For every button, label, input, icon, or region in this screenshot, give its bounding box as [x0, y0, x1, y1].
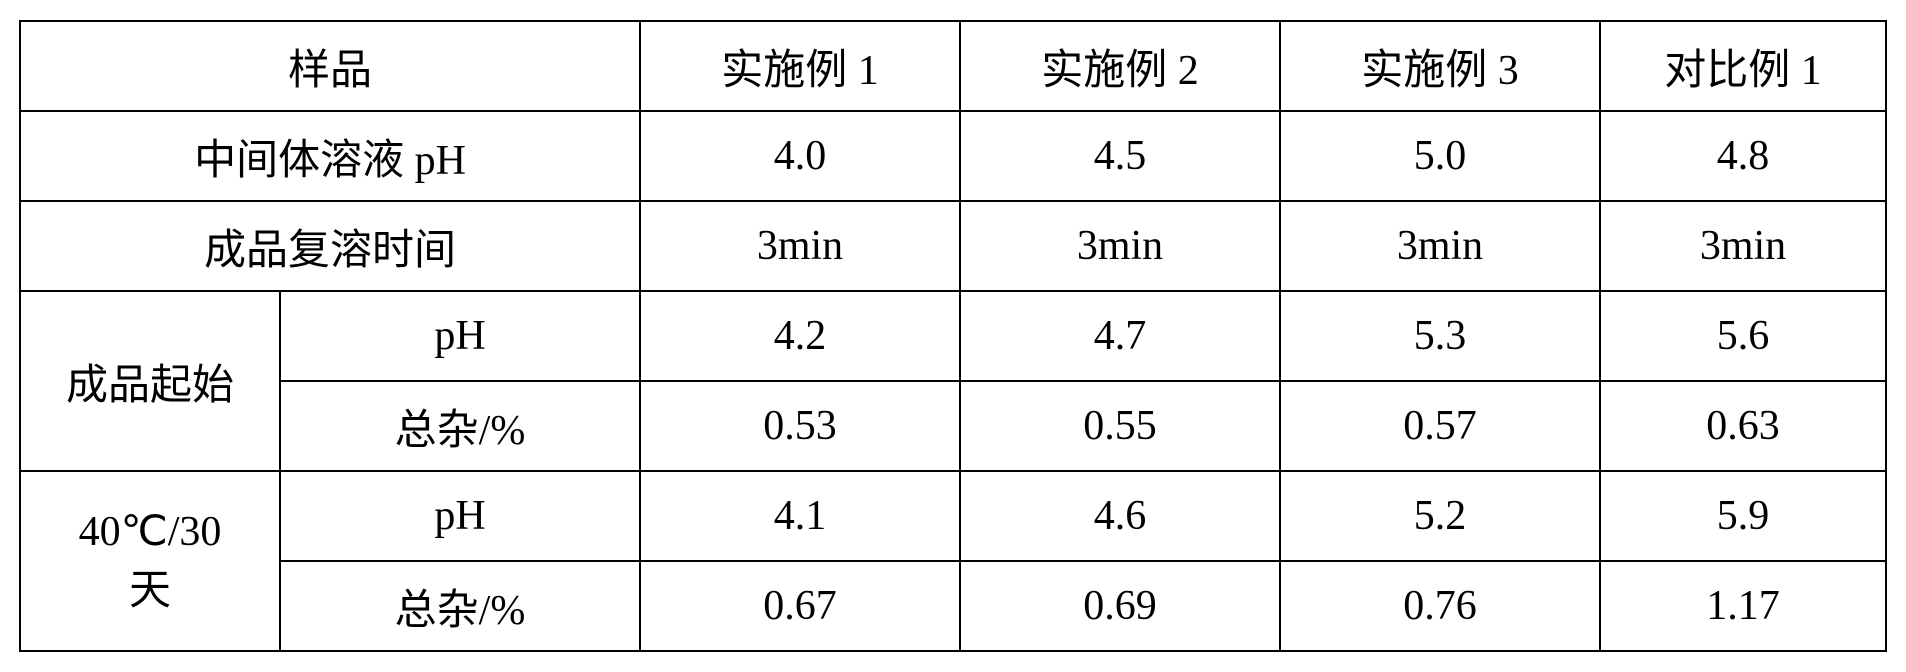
cell-value: 5.0: [1280, 111, 1600, 201]
cell-value: 0.63: [1600, 381, 1886, 471]
row-label-initial-ph: pH: [280, 291, 640, 381]
row-label-aged-impurity: 总杂/%: [280, 561, 640, 651]
row-label-redissolve-time: 成品复溶时间: [20, 201, 640, 291]
cell-value: 3min: [1600, 201, 1886, 291]
row-group-aged: 40℃/30 天: [20, 471, 280, 651]
cell-value: 4.5: [960, 111, 1280, 201]
aged-label-line1: 40℃/30: [79, 509, 222, 555]
cell-value: 5.6: [1600, 291, 1886, 381]
table-row: 成品起始 pH 4.2 4.7 5.3 5.6: [20, 291, 1886, 381]
cell-value: 4.1: [640, 471, 960, 561]
cell-value: 5.3: [1280, 291, 1600, 381]
row-group-initial: 成品起始: [20, 291, 280, 471]
table-row: 中间体溶液 pH 4.0 4.5 5.0 4.8: [20, 111, 1886, 201]
cell-value: 0.69: [960, 561, 1280, 651]
row-label-aged-ph: pH: [280, 471, 640, 561]
header-sample: 样品: [20, 21, 640, 111]
aged-label-line2: 天: [129, 568, 171, 614]
data-table: 样品 实施例 1 实施例 2 实施例 3 对比例 1 中间体溶液 pH 4.0 …: [19, 20, 1887, 652]
cell-value: 5.9: [1600, 471, 1886, 561]
table-row: 成品复溶时间 3min 3min 3min 3min: [20, 201, 1886, 291]
cell-value: 3min: [1280, 201, 1600, 291]
cell-value: 4.0: [640, 111, 960, 201]
cell-value: 5.2: [1280, 471, 1600, 561]
cell-value: 0.57: [1280, 381, 1600, 471]
row-label-initial-impurity: 总杂/%: [280, 381, 640, 471]
cell-value: 4.7: [960, 291, 1280, 381]
cell-value: 4.8: [1600, 111, 1886, 201]
cell-value: 0.53: [640, 381, 960, 471]
cell-value: 0.76: [1280, 561, 1600, 651]
header-ex2: 实施例 2: [960, 21, 1280, 111]
header-ex1: 实施例 1: [640, 21, 960, 111]
table-row: 总杂/% 0.53 0.55 0.57 0.63: [20, 381, 1886, 471]
cell-value: 1.17: [1600, 561, 1886, 651]
table-row: 样品 实施例 1 实施例 2 实施例 3 对比例 1: [20, 21, 1886, 111]
table-row: 总杂/% 0.67 0.69 0.76 1.17: [20, 561, 1886, 651]
cell-value: 3min: [640, 201, 960, 291]
cell-value: 0.67: [640, 561, 960, 651]
cell-value: 3min: [960, 201, 1280, 291]
table-row: 40℃/30 天 pH 4.1 4.6 5.2 5.9: [20, 471, 1886, 561]
cell-value: 4.2: [640, 291, 960, 381]
header-ex3: 实施例 3: [1280, 21, 1600, 111]
cell-value: 0.55: [960, 381, 1280, 471]
cell-value: 4.6: [960, 471, 1280, 561]
row-label-intermediate-ph: 中间体溶液 pH: [20, 111, 640, 201]
header-cmp1: 对比例 1: [1600, 21, 1886, 111]
